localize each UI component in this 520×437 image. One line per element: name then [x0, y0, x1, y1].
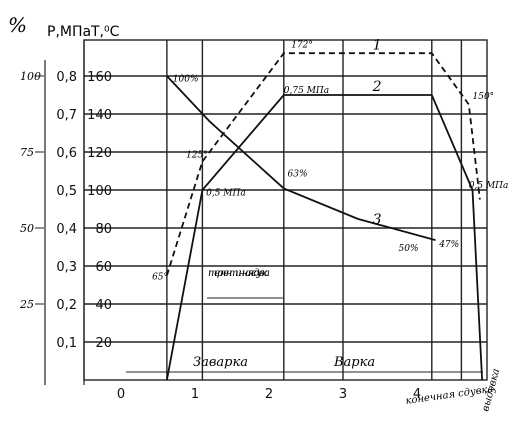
temperature-tick-label: 100 — [87, 184, 112, 199]
region-label-zavarka: Заварка — [193, 355, 248, 370]
temperature-tick-label: 140 — [87, 108, 112, 123]
pressure-tick-label: 0,8 — [56, 70, 77, 85]
percent-tick-label: 25 — [19, 298, 34, 311]
plot-frame — [83, 39, 488, 381]
annotation-label: 1 — [373, 37, 382, 53]
percent-axis-title: % — [8, 13, 27, 37]
chart-series — [165, 52, 484, 381]
annotation-label: 0,75 МПа — [284, 86, 329, 96]
pressure-tick-label: 0,1 — [56, 336, 77, 351]
x-tick-label: 4 — [413, 387, 421, 402]
x-tick-label: 3 — [339, 387, 347, 402]
temperature-tick-label: 160 — [87, 70, 112, 85]
pressure-tick-label: 0,5 — [56, 184, 77, 199]
y-tick-labels: 160 140 120 100 80 60 40 20 0,8 0,7 0,6 0,5 0,4 0,3 0,… — [19, 70, 112, 351]
x-tick-label: 1 — [191, 387, 199, 402]
region-markers: терпентинная сдувка Заварка Варка конечн… — [126, 268, 502, 413]
chart-annotations: 100% 172° 1 0,75 МПа 2 125° 63% 0,5 МПа 3 50% 47% 6… — [152, 37, 508, 282]
region-label-turpentine: терпентинная сдувка — [208, 268, 270, 279]
pressure-tick-label: 0,7 — [56, 108, 77, 123]
annotation-label: 63% — [288, 170, 308, 180]
x-tick-label: 2 — [265, 387, 273, 402]
percent-tick-label: 75 — [20, 146, 34, 159]
pressure-tick-label: 0,4 — [56, 222, 77, 237]
annotation-label: 150° — [473, 92, 495, 102]
annotation-label: 172° — [291, 41, 313, 51]
temperature-tick-label: 80 — [95, 222, 112, 237]
annotation-label: 0,5 МПа — [469, 181, 509, 191]
series-3-line — [166, 75, 436, 242]
annotation-label: 47% — [438, 240, 459, 250]
region-label-varka: Варка — [333, 355, 375, 370]
percent-tick-label: 100 — [20, 70, 41, 83]
pressure-tick-label: 0,6 — [56, 146, 77, 161]
temperature-tick-label: 120 — [87, 146, 112, 161]
x-tick-labels: 0 1 2 3 4 — [117, 387, 421, 402]
pressure-tick-label: 0,2 — [56, 298, 77, 313]
annotation-label: 50% — [399, 244, 419, 254]
temperature-tick-label: 20 — [95, 336, 112, 351]
series-1-line — [166, 52, 481, 276]
percent-tick-label: 50 — [20, 222, 34, 235]
annotation-label: 2 — [372, 79, 382, 95]
annotation-label: 65° — [152, 272, 168, 282]
x-tick-label: 0 — [117, 387, 125, 402]
annotation-label: 0,5 МПа — [206, 189, 246, 199]
temperature-tick-label: 60 — [95, 260, 112, 275]
temperature-axis-title: T,⁰C — [90, 24, 120, 40]
annotation-label: 3 — [373, 212, 382, 228]
annotation-label: 100% — [173, 75, 199, 85]
pressure-tick-label: 0,3 — [56, 260, 77, 275]
temperature-tick-label: 40 — [95, 298, 112, 313]
annotation-label: 125° — [186, 151, 208, 161]
chart-grid — [83, 39, 488, 381]
series-2-line — [165, 94, 484, 381]
pressure-axis-title: Р,МПа — [47, 24, 91, 40]
